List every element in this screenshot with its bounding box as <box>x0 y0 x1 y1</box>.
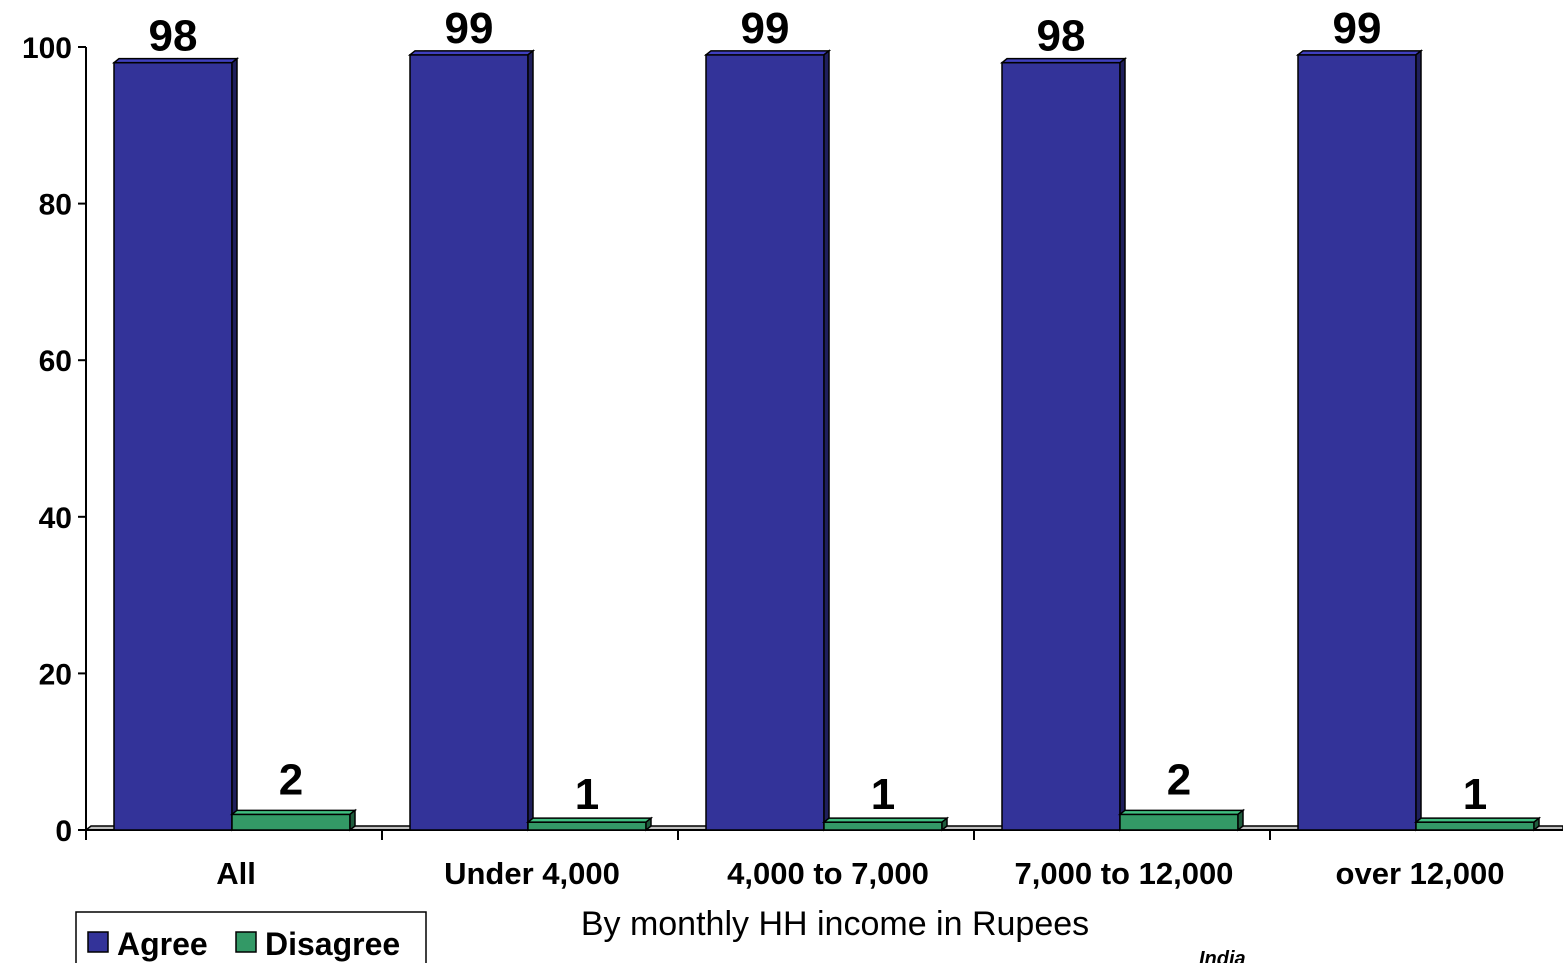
y-tick-label: 20 <box>39 658 72 691</box>
legend-swatch-disagree <box>235 931 257 953</box>
legend-label-disagree: Disagree <box>265 926 400 962</box>
bar-agree <box>1295 49 1424 832</box>
y-tick-label: 60 <box>39 345 72 378</box>
x-category-label: 4,000 to 7,000 <box>727 856 929 891</box>
bar-disagree <box>821 816 950 832</box>
data-label-disagree: 1 <box>575 770 599 819</box>
legend: Agree Disagree <box>75 911 427 963</box>
y-tick-label: 100 <box>22 32 72 65</box>
data-label-agree: 99 <box>445 4 494 53</box>
data-label-disagree: 2 <box>279 755 303 804</box>
x-axis-title: By monthly HH income in Rupees <box>581 905 1089 943</box>
data-label-disagree: 1 <box>1463 770 1487 819</box>
data-label-agree: 98 <box>149 12 198 61</box>
bar-disagree <box>1413 816 1542 832</box>
bars <box>111 49 1542 832</box>
data-label-agree: 99 <box>1333 4 1382 53</box>
bar-agree <box>999 57 1128 832</box>
x-category-label: 7,000 to 12,000 <box>1015 856 1234 891</box>
legend-swatch-agree <box>87 931 109 953</box>
y-tick-label: 40 <box>39 502 72 535</box>
bar-disagree <box>525 816 654 832</box>
x-category-label: Under 4,000 <box>444 856 620 891</box>
data-label-agree: 99 <box>741 4 790 53</box>
bar-disagree <box>229 808 358 832</box>
data-label-disagree: 2 <box>1167 755 1191 804</box>
footnote-text: India <box>1199 948 1246 963</box>
category-labels: All Under 4,000 4,000 to 7,000 7,000 to 12,… <box>216 856 1504 891</box>
data-labels: 98 2 99 1 99 1 98 2 99 1 <box>149 4 1488 819</box>
bar-agree <box>703 49 832 832</box>
bar-disagree <box>1117 808 1246 832</box>
bar-agree <box>407 49 536 832</box>
y-tick-label: 0 <box>55 815 72 848</box>
data-label-disagree: 1 <box>871 770 895 819</box>
data-label-agree: 98 <box>1037 12 1086 61</box>
x-category-label: All <box>216 856 256 891</box>
x-category-label: over 12,000 <box>1336 856 1505 891</box>
y-tick-label: 80 <box>39 189 72 222</box>
legend-label-agree: Agree <box>117 926 208 962</box>
bar-agree <box>111 57 240 832</box>
